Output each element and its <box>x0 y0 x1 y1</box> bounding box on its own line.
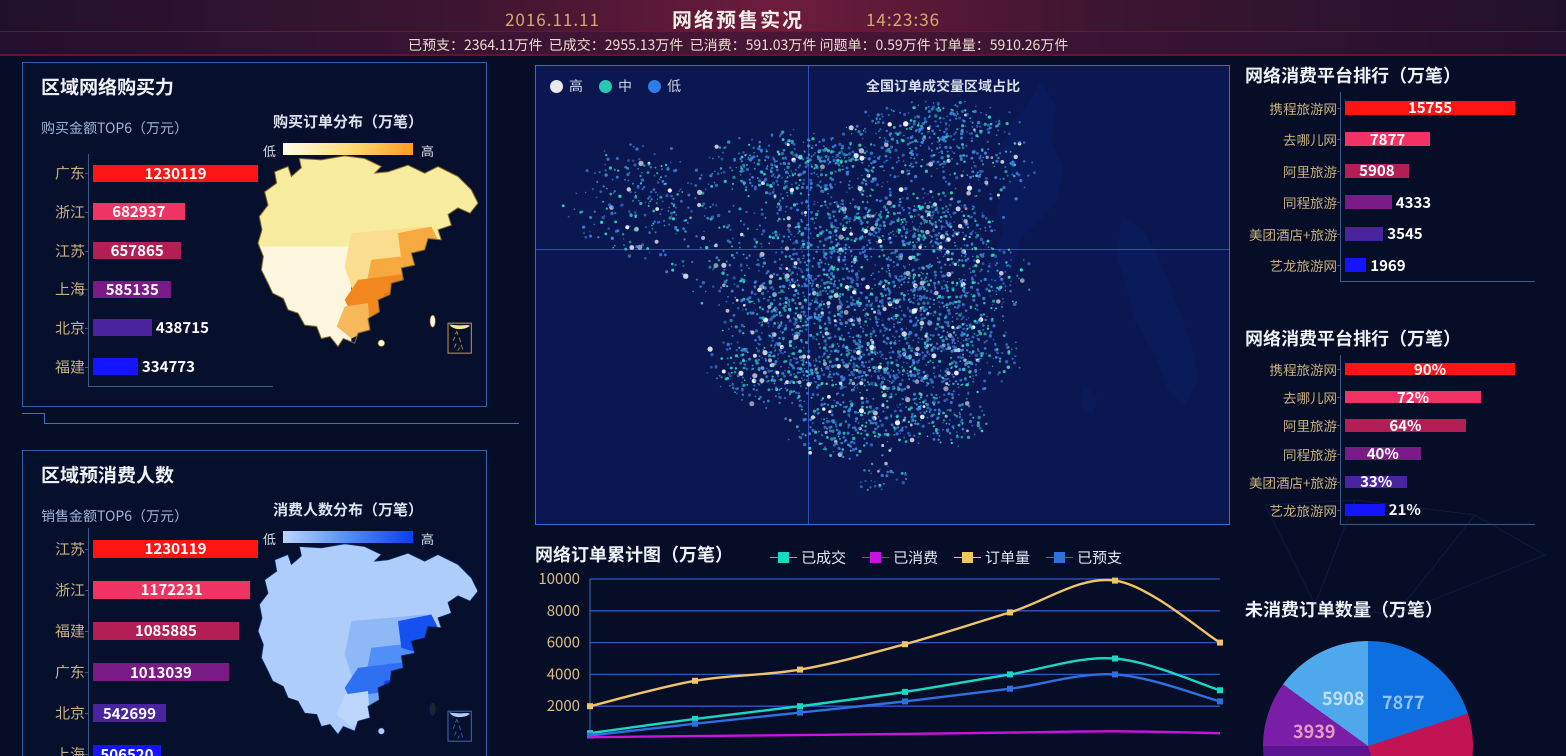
svg-text:2000: 2000 <box>547 695 580 716</box>
svg-text:8000: 8000 <box>547 600 580 621</box>
svg-text:10000: 10000 <box>538 573 580 589</box>
svg-text:6000: 6000 <box>547 632 580 653</box>
svg-text:4000: 4000 <box>547 663 580 684</box>
